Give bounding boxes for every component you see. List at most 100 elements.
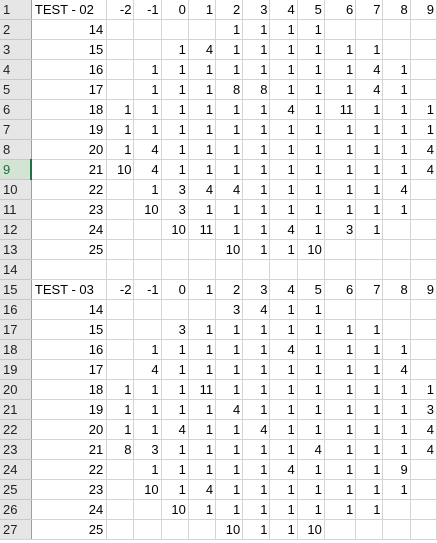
cell[interactable]: 1 [188, 59, 217, 80]
cell[interactable] [133, 319, 162, 340]
cell[interactable]: 1 [106, 99, 135, 120]
cell[interactable] [410, 339, 437, 360]
cell[interactable] [382, 519, 411, 540]
cell[interactable]: 1 [242, 239, 271, 260]
cell[interactable]: 1 [242, 319, 271, 340]
cell[interactable]: 3 [410, 399, 437, 420]
cell[interactable]: -2 [106, 0, 135, 20]
cell[interactable]: 1 [269, 359, 298, 380]
cell[interactable]: 1 [269, 519, 298, 540]
cell[interactable]: 1 [242, 379, 271, 400]
cell[interactable]: 1 [382, 159, 411, 180]
cell[interactable] [382, 239, 411, 260]
cell[interactable]: 1 [382, 479, 411, 500]
cell[interactable]: 3 [161, 199, 189, 220]
cell[interactable]: 1 [355, 159, 384, 180]
cell[interactable]: 10 [215, 519, 244, 540]
cell[interactable]: 4 [382, 359, 411, 380]
cell[interactable]: 0 [161, 0, 189, 20]
cell[interactable]: 1 [215, 459, 244, 480]
cell[interactable]: 1 [188, 319, 217, 340]
cell[interactable]: 4 [269, 0, 298, 20]
cell[interactable]: 8 [382, 0, 411, 20]
cell[interactable]: 4 [355, 79, 384, 100]
cell[interactable]: 1 [297, 399, 325, 420]
cell[interactable]: 1 [161, 119, 189, 140]
cell[interactable] [161, 519, 189, 540]
row-header[interactable]: 14 [0, 259, 32, 280]
cell-row-label[interactable] [31, 259, 108, 280]
row-header[interactable]: 25 [0, 479, 32, 500]
cell[interactable]: 11 [188, 379, 217, 400]
cell[interactable]: 1 [133, 419, 162, 440]
cell[interactable]: 4 [215, 179, 244, 200]
cell[interactable]: 1 [242, 199, 271, 220]
cell-row-label[interactable]: 14 [31, 299, 108, 320]
cell[interactable]: 10 [161, 499, 189, 520]
cell[interactable] [106, 519, 135, 540]
cell-row-label[interactable]: 17 [31, 79, 108, 100]
cell[interactable] [133, 219, 162, 240]
cell[interactable]: 4 [269, 279, 298, 300]
cell[interactable]: 1 [161, 39, 189, 60]
cell[interactable] [106, 479, 135, 500]
cell[interactable]: 1 [355, 219, 384, 240]
cell[interactable] [410, 79, 437, 100]
cell[interactable]: 1 [297, 19, 325, 40]
row-header[interactable]: 13 [0, 239, 32, 260]
cell[interactable]: 1 [355, 419, 384, 440]
cell[interactable]: 1 [382, 419, 411, 440]
cell[interactable]: 1 [297, 379, 325, 400]
cell[interactable]: 4 [269, 99, 298, 120]
cell[interactable]: 4 [242, 299, 271, 320]
cell[interactable]: 1 [188, 199, 217, 220]
row-header[interactable]: 21 [0, 399, 32, 420]
cell[interactable]: 1 [324, 159, 357, 180]
cell[interactable]: 1 [188, 419, 217, 440]
cell[interactable]: 1 [188, 339, 217, 360]
cell[interactable]: 1 [215, 139, 244, 160]
cell[interactable] [106, 199, 135, 220]
cell[interactable]: 1 [161, 459, 189, 480]
cell[interactable]: 1 [297, 339, 325, 360]
cell[interactable]: 3 [133, 439, 162, 460]
cell[interactable]: 1 [215, 219, 244, 240]
cell[interactable]: 1 [242, 59, 271, 80]
cell[interactable]: 1 [161, 159, 189, 180]
cell[interactable] [410, 39, 437, 60]
cell[interactable]: 1 [215, 119, 244, 140]
cell[interactable]: 5 [297, 0, 325, 20]
cell[interactable]: 1 [188, 459, 217, 480]
cell[interactable]: 1 [297, 419, 325, 440]
cell[interactable]: 1 [355, 199, 384, 220]
cell-row-label[interactable]: 22 [31, 179, 108, 200]
cell[interactable]: 1 [215, 479, 244, 500]
cell-row-label[interactable]: 25 [31, 239, 108, 260]
cell[interactable] [324, 519, 357, 540]
cell[interactable] [410, 359, 437, 380]
cell[interactable]: 4 [410, 139, 437, 160]
cell[interactable]: 1 [382, 139, 411, 160]
cell[interactable]: 1 [324, 79, 357, 100]
cell[interactable]: 4 [410, 159, 437, 180]
cell[interactable]: 1 [297, 139, 325, 160]
cell[interactable]: 4 [242, 419, 271, 440]
cell[interactable] [382, 19, 411, 40]
cell[interactable]: 1 [269, 239, 298, 260]
cell[interactable]: 4 [133, 139, 162, 160]
cell[interactable]: 4 [410, 439, 437, 460]
cell[interactable]: 1 [133, 339, 162, 360]
cell[interactable]: 1 [133, 99, 162, 120]
cell[interactable]: 1 [297, 79, 325, 100]
cell[interactable]: 1 [106, 419, 135, 440]
cell[interactable]: 4 [188, 179, 217, 200]
row-header[interactable]: 5 [0, 79, 32, 100]
cell[interactable]: 1 [355, 119, 384, 140]
cell[interactable] [106, 499, 135, 520]
cell[interactable]: 1 [215, 39, 244, 60]
cell[interactable]: 1 [242, 39, 271, 60]
cell[interactable]: 1 [297, 59, 325, 80]
cell-row-label[interactable]: TEST - 02 [31, 0, 108, 20]
cell[interactable]: 1 [382, 99, 411, 120]
